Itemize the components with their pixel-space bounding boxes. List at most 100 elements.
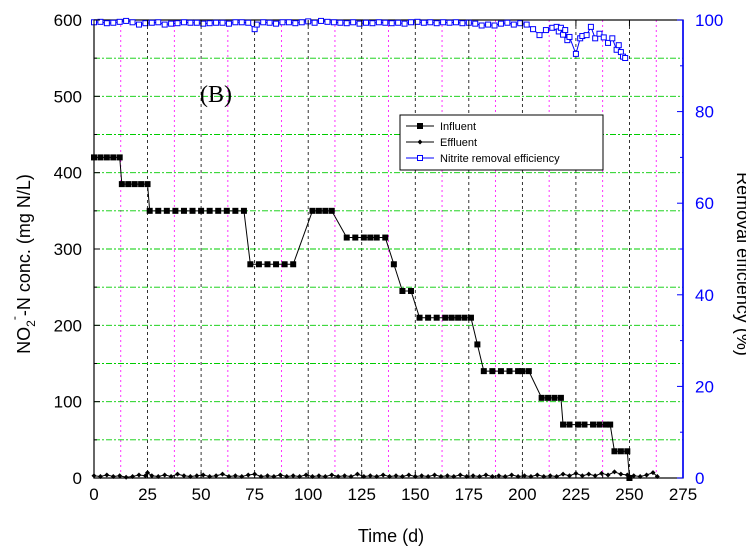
data-point-effluent (374, 473, 380, 479)
data-point-influent (515, 368, 522, 375)
data-point-influent (617, 448, 624, 455)
data-point-influent (557, 394, 564, 401)
data-point-influent (215, 207, 222, 214)
data-point-efficiency (206, 20, 213, 27)
x-tick-label: 50 (192, 485, 211, 504)
data-point-effluent (425, 473, 431, 479)
data-point-effluent (316, 473, 322, 479)
data-point-effluent (322, 473, 328, 479)
data-point-influent (367, 234, 374, 241)
data-point-effluent (483, 472, 489, 478)
data-point-influent (116, 154, 123, 161)
data-point-effluent (354, 471, 360, 477)
x-tick-label: 175 (455, 485, 483, 504)
data-point-effluent (155, 473, 161, 479)
legend-marker (417, 139, 423, 145)
data-point-efficiency (427, 19, 434, 26)
data-point-efficiency (401, 20, 408, 27)
data-point-efficiency (298, 19, 305, 26)
data-point-influent (198, 207, 205, 214)
data-point-effluent (586, 471, 592, 477)
data-point-efficiency (279, 19, 286, 26)
x-tick-label: 125 (348, 485, 376, 504)
data-point-efficiency (213, 19, 220, 26)
data-point-effluent (419, 473, 425, 479)
data-point-influent (480, 368, 487, 375)
data-point-influent (189, 207, 196, 214)
data-point-effluent (618, 471, 624, 477)
data-point-effluent (232, 473, 238, 479)
data-point-efficiency (168, 20, 175, 27)
data-point-efficiency (330, 19, 337, 26)
data-point-influent (103, 154, 110, 161)
data-point-efficiency (318, 17, 325, 24)
data-point-influent (131, 181, 138, 188)
x-tick-label: 200 (508, 485, 536, 504)
data-point-influent (467, 314, 474, 321)
data-point-effluent (502, 473, 508, 479)
data-point-efficiency (605, 39, 612, 46)
axes: 0 25 50 75 100 125 150 175 200 225 250 275010020030… (54, 11, 724, 504)
x-tick-label: 225 (562, 485, 590, 504)
data-point-efficiency (596, 30, 603, 37)
data-point-effluent (220, 471, 226, 477)
data-point-influent (232, 207, 239, 214)
data-point-effluent (496, 473, 502, 479)
data-point-efficiency (174, 20, 181, 27)
data-point-efficiency (609, 35, 616, 42)
data-point-efficiency (446, 19, 453, 26)
data-point-influent (433, 314, 440, 321)
data-point-effluent (335, 473, 341, 479)
data-point-efficiency (123, 17, 130, 24)
data-point-influent (624, 448, 631, 455)
data-point-influent (390, 261, 397, 268)
data-point-effluent (194, 473, 200, 479)
data-point-efficiency (491, 22, 498, 29)
y-tick-label-left: 400 (54, 164, 82, 183)
data-point-efficiency (148, 19, 155, 26)
data-point-efficiency (510, 21, 517, 28)
data-point-effluent (477, 473, 483, 479)
y-tick-label-left: 500 (54, 87, 82, 106)
data-point-influent (566, 421, 573, 428)
data-point-efficiency (103, 20, 110, 27)
data-point-effluent (380, 472, 386, 478)
data-point-effluent (637, 473, 643, 479)
data-point-effluent (200, 472, 206, 478)
y-tick-label-left: 100 (54, 393, 82, 412)
data-point-influent (206, 207, 213, 214)
data-point-influent (180, 207, 187, 214)
data-point-effluent (611, 469, 617, 475)
data-point-efficiency (592, 35, 599, 42)
data-point-efficiency (155, 19, 162, 26)
data-point-efficiency (600, 34, 607, 41)
data-point-influent (360, 234, 367, 241)
data-point-effluent (650, 470, 656, 476)
data-point-influent (448, 314, 455, 321)
data-point-effluent (258, 473, 264, 479)
data-point-effluent (399, 473, 405, 479)
y-axis-label-left: NO2--N conc. (mg N/L) (7, 174, 38, 354)
data-point-influent (223, 207, 230, 214)
data-point-efficiency (622, 55, 629, 62)
data-point-effluent (136, 472, 142, 478)
y-axis-label-left-part: - (7, 316, 21, 320)
data-point-influent (442, 314, 449, 321)
data-point-effluent (130, 473, 136, 479)
data-point-effluent (207, 473, 213, 479)
data-point-influent (461, 314, 468, 321)
data-point-efficiency (135, 21, 142, 28)
data-point-efficiency (219, 19, 226, 26)
data-point-influent (399, 287, 406, 294)
data-point-efficiency (375, 19, 382, 26)
data-point-effluent (464, 473, 470, 479)
data-point-influent (416, 314, 423, 321)
panel-label: (B) (200, 82, 232, 108)
data-point-effluent (348, 473, 354, 479)
y-tick-label-right: 20 (695, 377, 714, 396)
data-point-effluent (541, 473, 547, 479)
data-point-influent (611, 448, 618, 455)
data-point-effluent (599, 470, 605, 476)
data-point-influent (407, 287, 414, 294)
